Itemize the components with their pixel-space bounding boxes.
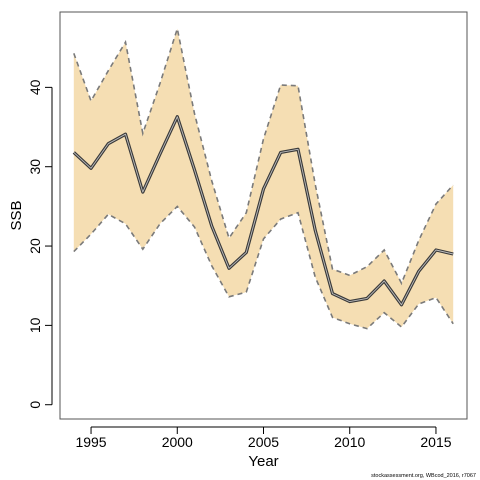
y-axis-title: SSB	[8, 200, 25, 230]
x-tick-label: 2005	[248, 434, 279, 450]
y-tick-label: 40	[27, 79, 43, 95]
x-tick-label: 2015	[420, 434, 451, 450]
ssb-estimate-line-core	[73, 116, 454, 306]
y-tick-label: 30	[27, 159, 43, 175]
lower-bound-line	[73, 205, 454, 330]
plot-frame	[59, 11, 468, 420]
confidence-band	[73, 28, 454, 329]
x-tick-label: 2010	[334, 434, 365, 450]
upper-bound-line	[73, 25, 454, 286]
y-tick-label: 20	[27, 238, 43, 254]
series-line-layer	[72, 25, 454, 330]
x-tick-label: 2000	[162, 434, 193, 450]
y-axis: 0 10 20 30 40	[27, 79, 53, 409]
x-axis-title: Year	[248, 453, 278, 470]
y-tick-label: 10	[27, 317, 43, 333]
y-tick-label: 0	[27, 401, 43, 409]
x-tick-label: 1995	[75, 434, 106, 450]
confidence-band-layer	[73, 28, 454, 329]
source-footnote: stockassessment.org, WBcod_2016, r7067	[371, 473, 476, 479]
x-axis: 1995 2000 2005 2010 2015	[75, 426, 452, 450]
